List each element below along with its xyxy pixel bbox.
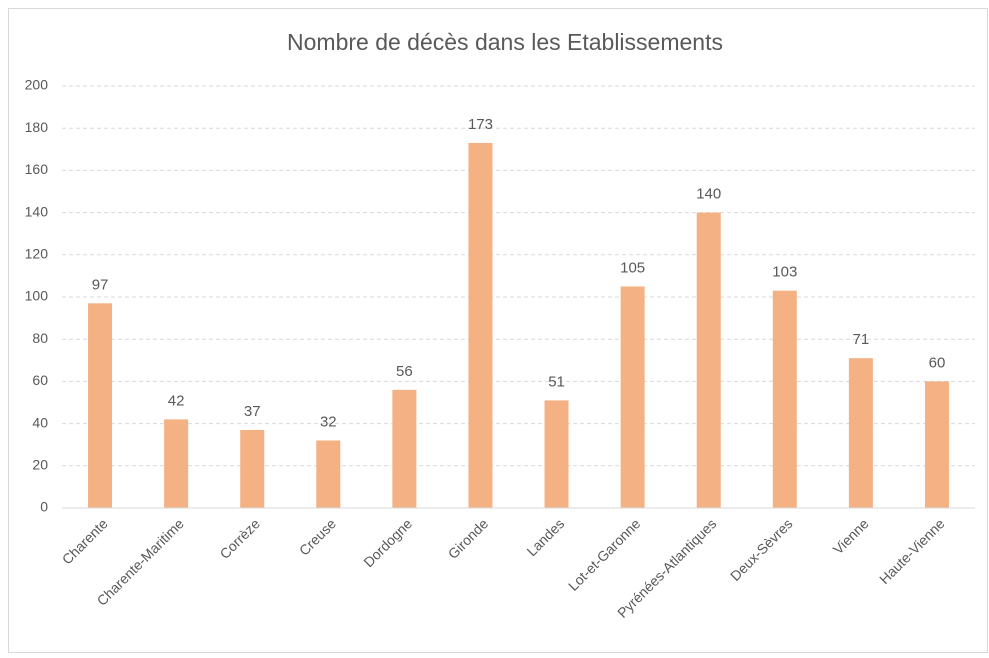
data-label: 51 (548, 373, 565, 390)
bar (392, 389, 417, 508)
bar (164, 419, 189, 508)
y-tick-label: 180 (25, 119, 49, 135)
bar (924, 381, 949, 508)
bar (88, 303, 113, 508)
y-tick-label: 20 (32, 457, 48, 473)
bar (468, 142, 493, 508)
bar (620, 286, 645, 508)
data-label: 97 (92, 276, 109, 293)
y-tick-label: 60 (32, 372, 48, 388)
chart-title: Nombre de décès dans les Etablissements (287, 29, 723, 55)
bar (316, 440, 341, 508)
data-label: 32 (320, 413, 337, 430)
y-tick-label: 40 (32, 414, 48, 430)
data-label: 105 (620, 259, 645, 276)
data-label: 42 (168, 392, 185, 409)
y-tick-label: 100 (25, 288, 49, 304)
y-tick-label: 0 (40, 499, 48, 515)
y-tick-label: 120 (25, 246, 49, 262)
data-label: 140 (696, 186, 721, 203)
y-tick-label: 80 (32, 330, 48, 346)
data-label: 37 (244, 403, 261, 420)
y-tick-label: 160 (25, 161, 49, 177)
data-label: 56 (396, 363, 413, 380)
bar (696, 212, 721, 508)
bar (544, 400, 569, 508)
bar (848, 358, 873, 508)
y-tick-label: 140 (25, 203, 49, 219)
data-label: 173 (468, 116, 493, 133)
data-label: 60 (929, 354, 946, 371)
y-tick-label: 200 (25, 77, 49, 93)
bar (772, 290, 797, 508)
data-label: 103 (772, 264, 797, 281)
bar (240, 429, 265, 508)
data-label: 71 (853, 331, 870, 348)
chart-border (8, 8, 988, 653)
